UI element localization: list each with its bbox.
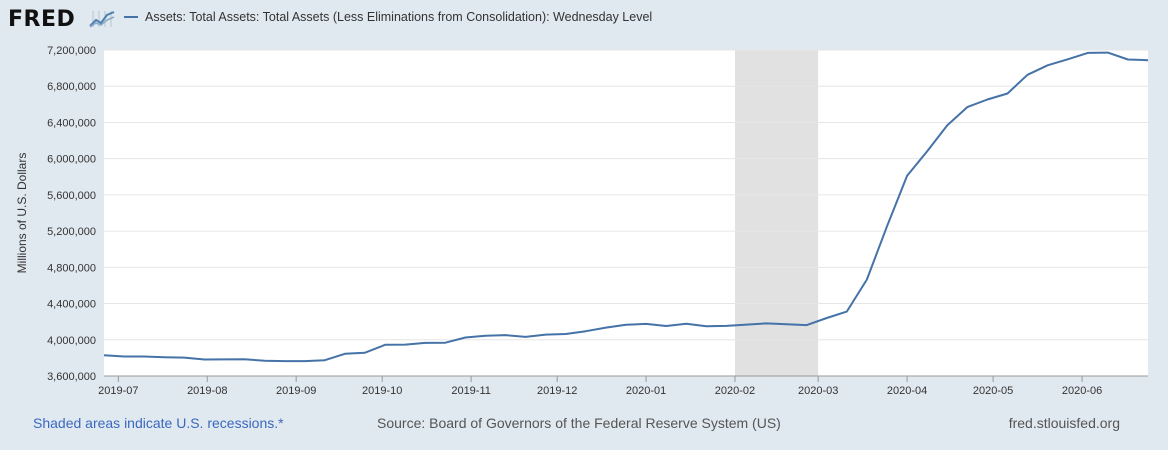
legend-swatch xyxy=(124,16,138,18)
y-tick-label: 7,200,000 xyxy=(47,45,96,57)
y-tick-label: 4,400,000 xyxy=(47,299,96,311)
x-tick-label: 2019-11 xyxy=(451,385,491,397)
chart-legend: Assets: Total Assets: Total Assets (Less… xyxy=(124,10,652,24)
x-tick-label: 2020-01 xyxy=(626,385,666,397)
x-tick-label: 2019-09 xyxy=(276,385,316,397)
x-tick-label: 2020-06 xyxy=(1062,385,1102,397)
site-link[interactable]: fred.stlouisfed.org xyxy=(1008,415,1120,431)
y-tick-label: 6,400,000 xyxy=(47,117,96,129)
y-tick-label: 6,000,000 xyxy=(47,154,96,166)
x-tick-label: 2020-04 xyxy=(887,385,927,397)
y-tick-label: 3,600,000 xyxy=(47,371,96,383)
y-tick-label: 4,000,000 xyxy=(47,335,96,347)
x-tick-label: 2020-05 xyxy=(973,385,1013,397)
x-tick-label: 2019-07 xyxy=(98,385,138,397)
series-line xyxy=(103,51,1149,363)
y-tick-label: 4,800,000 xyxy=(47,262,96,274)
x-tick-label: 2019-12 xyxy=(537,385,577,397)
y-tick-label: 5,200,000 xyxy=(47,226,96,238)
y-tick-label: 6,800,000 xyxy=(47,81,96,93)
fred-logo[interactable]: FRED xyxy=(8,7,76,32)
x-tick-label: 2019-10 xyxy=(362,385,402,397)
source-text: Source: Board of Governors of the Federa… xyxy=(377,415,781,431)
chart-line-icon xyxy=(89,9,115,29)
legend-series-label: Assets: Total Assets: Total Assets (Less… xyxy=(145,10,653,24)
recession-shade xyxy=(734,50,819,376)
x-tick-label: 2020-03 xyxy=(798,385,838,397)
x-tick-label: 2020-02 xyxy=(715,385,755,397)
y-tick-label: 5,600,000 xyxy=(47,190,96,202)
recession-note-link[interactable]: Shaded areas indicate U.S. recessions.* xyxy=(33,415,284,431)
y-axis-label: Millions of U.S. Dollars xyxy=(15,153,29,274)
x-tick-label: 2019-08 xyxy=(187,385,227,397)
